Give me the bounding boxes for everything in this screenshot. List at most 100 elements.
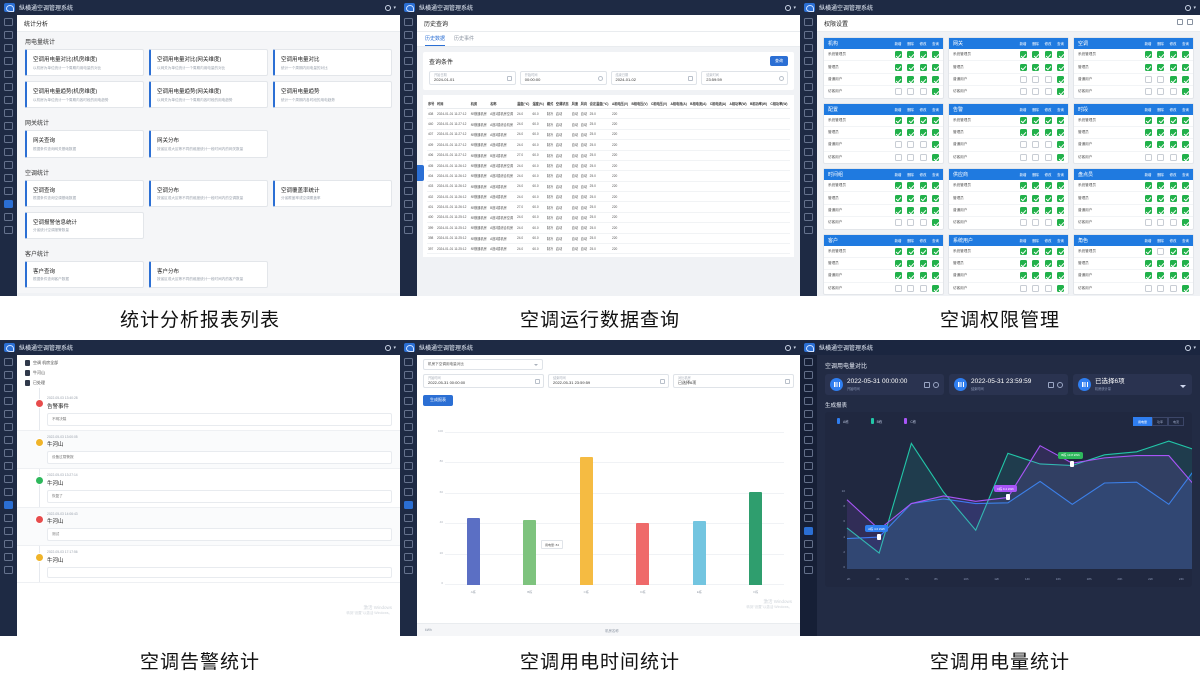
titlebar-actions[interactable]: ▾ [1185, 340, 1196, 355]
checkbox-1[interactable] [1032, 63, 1039, 71]
checkbox-3[interactable] [932, 219, 939, 227]
sidebar-icon-settings[interactable] [404, 213, 413, 221]
sidebar-icon-ac[interactable] [404, 397, 413, 405]
sidebar-icon-supplier[interactable] [804, 475, 813, 483]
checkbox-1[interactable] [1157, 272, 1164, 280]
checkbox-0[interactable] [1019, 129, 1027, 137]
checkbox-2[interactable] [1169, 75, 1177, 83]
checkbox-2[interactable] [919, 219, 927, 227]
checkbox-2[interactable] [1169, 88, 1177, 96]
checkbox-0[interactable] [1144, 194, 1152, 202]
sidebar-icon-help[interactable] [804, 566, 813, 574]
checkbox-3[interactable] [1182, 194, 1189, 202]
checkbox-0[interactable] [894, 272, 902, 280]
sidebar-icon-inventory[interactable] [404, 148, 413, 156]
alarm-filters[interactable]: 空调 机房全部 牛河山 已处理 [17, 355, 400, 388]
gear-icon[interactable] [785, 344, 792, 351]
report-card[interactable]: 客户查询 根据条件查询客户数据 [25, 260, 144, 289]
sidebar-icon-customer[interactable] [4, 122, 13, 130]
sidebar-icon-customer[interactable] [404, 462, 413, 470]
sidebar[interactable] [0, 355, 17, 636]
checkbox-0[interactable] [894, 88, 902, 96]
sidebar-icon-settings[interactable] [4, 213, 13, 221]
refresh-icon[interactable] [1177, 19, 1183, 25]
bar-2[interactable] [579, 457, 593, 585]
checkbox-0[interactable] [894, 260, 902, 268]
checkbox-3[interactable] [1182, 219, 1189, 227]
checkbox-1[interactable] [907, 88, 914, 96]
sidebar-icon-device[interactable] [804, 501, 813, 509]
checkbox-3[interactable] [1182, 206, 1189, 214]
report-card[interactable]: 空调用电量趋势(网关维度) 以网关为单位统计一个周期内各时段的用电趋势 [149, 81, 268, 109]
checkbox-3[interactable] [1057, 182, 1064, 190]
timeline-item[interactable]: 2022-05-03 13:00:05 牛河山 设备过载警报 [17, 430, 400, 469]
calendar-icon[interactable] [1048, 382, 1054, 388]
sidebar-icon-org[interactable] [404, 31, 413, 39]
sidebar-icon-dashboard[interactable] [404, 18, 413, 26]
checkbox-1[interactable] [1157, 182, 1164, 190]
checkbox-2[interactable] [1044, 88, 1052, 96]
sidebar-icon-history[interactable] [404, 423, 413, 431]
checkbox-1[interactable] [1032, 88, 1039, 96]
checkbox-1[interactable] [907, 194, 914, 202]
checkbox-2[interactable] [1044, 63, 1052, 71]
sidebar-icon-help[interactable] [404, 226, 413, 234]
checkbox-2[interactable] [919, 272, 927, 280]
checkbox-2[interactable] [1044, 194, 1052, 202]
kpi-card-1[interactable]: 2022-05-31 23:59:59 结束时间 [949, 374, 1068, 395]
checkbox-0[interactable] [1019, 75, 1027, 83]
sidebar-icon-ac[interactable] [404, 57, 413, 65]
sidebar-icon-log[interactable] [4, 527, 13, 535]
checkbox-3[interactable] [1057, 284, 1064, 292]
checkbox-3[interactable] [932, 260, 939, 268]
sidebar-icon-settings[interactable] [804, 213, 813, 221]
checkbox-2[interactable] [1044, 51, 1052, 59]
table-row[interactable]: 440 2024-01-01 11:27:12 纵横通机房 A座2楼综合机房 24.0 6… [427, 118, 790, 130]
checkbox-3[interactable] [1057, 141, 1064, 149]
checkbox-0[interactable] [1144, 88, 1152, 96]
sidebar-icon-gateway[interactable] [404, 384, 413, 392]
legend-item-1[interactable]: B栋 [870, 418, 882, 424]
sidebar-icon-inventory[interactable] [804, 488, 813, 496]
timeline-item[interactable]: 2022-05-03 14:06:43 牛河山 测试 [17, 507, 400, 546]
checkbox-0[interactable] [1019, 141, 1027, 149]
sidebar-icon-share[interactable] [4, 514, 13, 522]
chevron-down-icon[interactable] [1180, 385, 1186, 391]
sidebar-icon-log[interactable] [404, 527, 413, 535]
checkbox-0[interactable] [894, 153, 902, 161]
report-type-select[interactable]: 机房下空调用电量对比 [423, 359, 543, 370]
checkbox-1[interactable] [1157, 284, 1164, 292]
sidebar-icon-share[interactable] [804, 174, 813, 182]
checkbox-2[interactable] [1169, 116, 1177, 124]
checkbox-1[interactable] [1157, 194, 1164, 202]
sidebar-icon-history[interactable] [804, 83, 813, 91]
sidebar-icon-report[interactable] [804, 109, 813, 117]
sidebar-icon-log[interactable] [404, 187, 413, 195]
checkbox-2[interactable] [1169, 129, 1177, 137]
sidebar-icon-report[interactable] [4, 449, 13, 457]
checkbox-3[interactable] [932, 247, 939, 255]
checkbox-1[interactable] [907, 182, 914, 190]
checkbox-0[interactable] [894, 284, 902, 292]
checkbox-3[interactable] [1182, 129, 1189, 137]
checkbox-2[interactable] [919, 63, 927, 71]
tab-1[interactable]: 历史事件 [454, 36, 475, 42]
report-card[interactable]: 空调用电量对比 统计一个周期内用电量的对比 [273, 49, 392, 77]
checkbox-2[interactable] [1169, 272, 1177, 280]
checkbox-0[interactable] [1144, 260, 1152, 268]
checkbox-3[interactable] [932, 129, 939, 137]
sidebar-icon-settings[interactable] [404, 553, 413, 561]
checkbox-0[interactable] [1019, 247, 1027, 255]
sidebar[interactable] [800, 355, 817, 636]
checkbox-2[interactable] [919, 260, 927, 268]
checkbox-0[interactable] [1144, 116, 1152, 124]
calendar-icon[interactable] [924, 382, 930, 388]
checkbox-3[interactable] [932, 284, 939, 292]
report-card[interactable]: 空调用电量趋势 统计一个周期内各时段的用电趋势 [273, 81, 392, 109]
sidebar[interactable] [400, 15, 417, 296]
checkbox-3[interactable] [1182, 51, 1189, 59]
clock-icon[interactable] [1057, 382, 1063, 388]
checkbox-1[interactable] [1032, 51, 1039, 59]
report-card[interactable]: 空调用电量趋势(机房维度) 以机房为单位统计一个周期内各时段的用电趋势 [25, 81, 144, 109]
checkbox-1[interactable] [1157, 75, 1164, 83]
